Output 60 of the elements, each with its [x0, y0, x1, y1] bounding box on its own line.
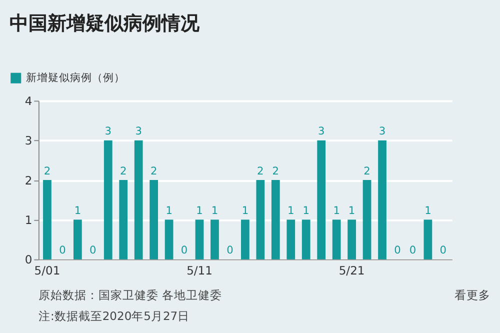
- data-label: 3: [318, 126, 325, 138]
- text: 原始数据：国家卫健委 各地卫健委: [38, 288, 222, 302]
- text: 注:数据截至2020年5月27日: [38, 308, 190, 323]
- bar: [119, 180, 128, 260]
- data-label: 1: [348, 204, 356, 217]
- data-label: 2: [44, 165, 51, 178]
- data-label: 0: [394, 244, 402, 257]
- bar: [134, 140, 143, 260]
- data-label: 1: [211, 204, 218, 217]
- bar: [362, 180, 372, 260]
- bar: [150, 180, 158, 260]
- bar: [271, 180, 280, 260]
- x-tick-label: 5/01: [34, 263, 60, 278]
- data-label: 1: [302, 204, 310, 217]
- bar: [164, 220, 174, 260]
- data-label: 0: [59, 244, 66, 257]
- data-label: 0: [440, 244, 447, 257]
- y-tick-label: 3: [24, 134, 32, 148]
- data-label: 2: [257, 165, 264, 178]
- x-tick-label: 5/11: [186, 263, 212, 278]
- bar: [378, 140, 386, 260]
- y-tick-label: 0: [24, 252, 32, 267]
- bar: [210, 220, 219, 260]
- data-label: 1: [74, 204, 82, 217]
- bar: [241, 220, 250, 260]
- bar: [332, 220, 341, 260]
- bar: [104, 140, 112, 260]
- bar: [348, 220, 356, 260]
- data-label: 1: [424, 204, 432, 217]
- bar: [256, 180, 265, 260]
- y-tick-label: 1: [24, 213, 32, 228]
- x-tick-label: 5/21: [338, 263, 365, 278]
- data-label: 0: [90, 244, 97, 257]
- data-label: 2: [364, 165, 370, 178]
- bar: [195, 220, 204, 260]
- y-tick-label: 2: [24, 173, 32, 188]
- data-label: 3: [378, 126, 386, 138]
- data-label: 0: [409, 244, 416, 257]
- chart-title: 中国新增疑似病例情况: [10, 12, 201, 35]
- data-label: 1: [288, 204, 294, 217]
- data-label: 1: [166, 204, 172, 217]
- bar: [317, 140, 326, 260]
- y-tick-label: 4: [24, 94, 32, 108]
- data-label: 2: [150, 165, 158, 178]
- data-label: 3: [135, 126, 142, 138]
- legend-label: 新增疑似病例（例）: [26, 70, 125, 84]
- data-label: 1: [333, 204, 340, 217]
- bar: [302, 220, 310, 260]
- data-label: 2: [120, 165, 127, 178]
- bar: [424, 220, 432, 260]
- bar: [73, 220, 82, 260]
- data-label: 0: [226, 244, 234, 257]
- data-label: 2: [272, 165, 280, 178]
- bar: [286, 220, 296, 260]
- data-label: 0: [180, 244, 188, 257]
- data-label: 3: [104, 126, 112, 138]
- bar: [43, 180, 52, 260]
- text: 看更多: [454, 288, 490, 302]
- data-label: 1: [242, 204, 249, 217]
- data-label: 1: [196, 204, 203, 217]
